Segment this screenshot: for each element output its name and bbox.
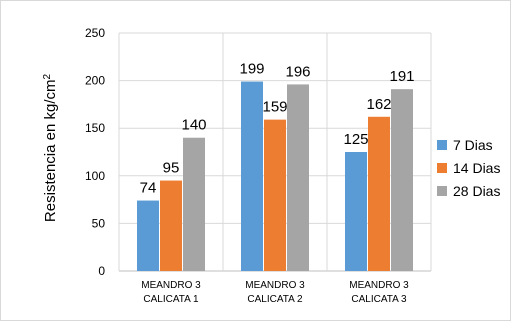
legend-swatch	[437, 140, 447, 150]
bar	[241, 81, 263, 271]
data-label: 191	[389, 68, 414, 85]
legend-swatch	[437, 163, 447, 173]
data-label: 74	[140, 180, 157, 197]
data-label: 95	[163, 160, 180, 177]
legend-label: 28 Dias	[453, 183, 500, 199]
x-tick-label: CALICATA 3	[351, 294, 407, 305]
data-label: 196	[285, 63, 310, 80]
bar	[183, 137, 205, 271]
bar	[264, 119, 286, 271]
data-label: 199	[239, 61, 264, 78]
bar	[368, 116, 390, 271]
bar	[137, 200, 159, 271]
data-label: 162	[366, 96, 391, 113]
x-tick-label: MEANDRO 3	[349, 280, 409, 291]
bar	[391, 89, 413, 271]
bar	[287, 84, 309, 272]
legend-swatch	[437, 186, 447, 196]
x-tick-label: MEANDRO 3	[141, 280, 201, 291]
legend-label: 14 Dias	[453, 160, 500, 176]
y-tick-label: 0	[98, 264, 105, 278]
x-tick-label: CALICATA 2	[247, 294, 303, 305]
y-axis-label: Resistencia en kg/cm2	[42, 74, 60, 223]
bar	[345, 152, 367, 271]
y-tick-label: 150	[85, 121, 105, 135]
y-tick-label: 200	[85, 74, 105, 88]
y-tick-label: 50	[92, 216, 106, 230]
data-label: 159	[262, 99, 287, 116]
bar	[160, 180, 182, 271]
data-label: 140	[181, 117, 206, 134]
y-tick-label: 100	[85, 169, 105, 183]
x-tick-label: CALICATA 1	[143, 294, 199, 305]
legend-label: 7 Dias	[453, 137, 493, 153]
y-tick-label: 250	[85, 26, 105, 40]
data-label: 125	[343, 131, 368, 148]
x-tick-label: MEANDRO 3	[245, 280, 305, 291]
